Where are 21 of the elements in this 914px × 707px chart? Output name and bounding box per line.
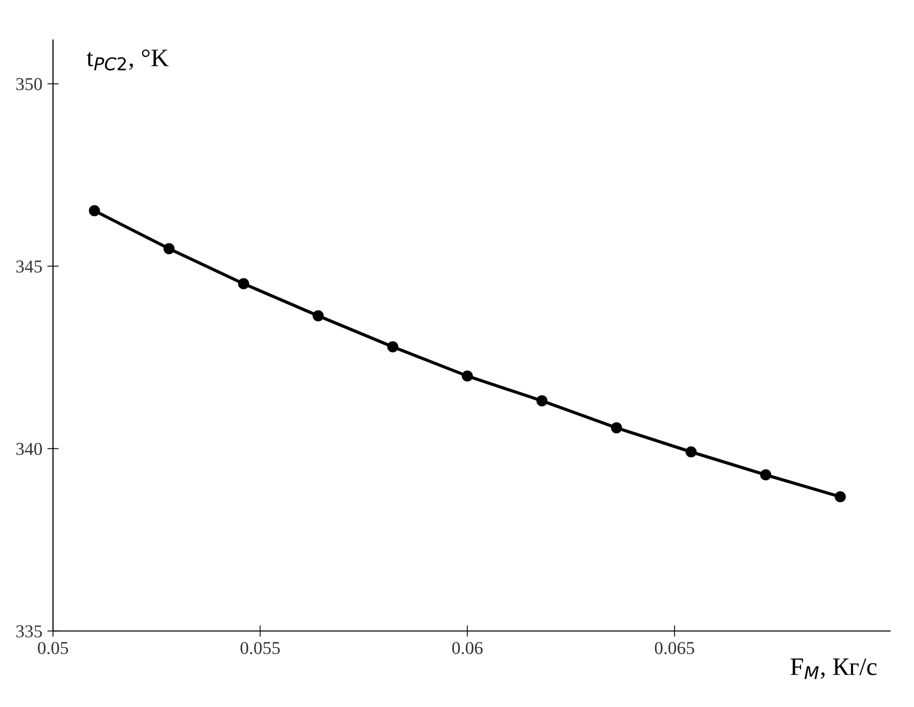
point: [462, 370, 473, 382]
point: [536, 395, 548, 406]
x-tick-label: 0.055: [240, 642, 280, 654]
point: [834, 491, 846, 502]
point: [387, 341, 398, 352]
y-tick-label: 335: [16, 625, 42, 638]
point: [312, 310, 324, 322]
point: [610, 422, 622, 434]
point: [760, 469, 772, 480]
x-tick-label: 0.065: [654, 642, 694, 654]
point: [238, 278, 250, 290]
point: [88, 205, 100, 216]
y-tick-label: 345: [16, 260, 42, 273]
point: [686, 446, 697, 458]
point: [163, 243, 175, 254]
y-axis-title: t$_{PC2}$, °K: [86, 49, 169, 70]
x-axis-title: F$_{M}$, Кг/с: [790, 658, 877, 680]
x-tick-label: 0.06: [452, 642, 483, 654]
y-tick-label: 340: [16, 442, 42, 456]
y-tick-label: 350: [16, 78, 42, 90]
x-tick-label: 0.05: [38, 642, 68, 654]
